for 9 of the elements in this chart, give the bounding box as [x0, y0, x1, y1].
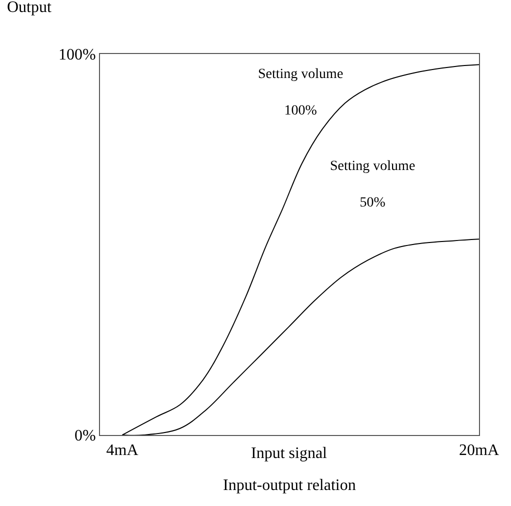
x-tick-label: 4mA — [106, 442, 139, 460]
text: Setting volume 50% — [330, 159, 416, 210]
x-axis-title: Input signal — [251, 445, 328, 462]
text: Setting volume 100% — [258, 67, 344, 118]
x-tick-label: 20mA — [459, 442, 500, 460]
y-axis-title: Output — [7, 0, 52, 16]
text: Input-output relation — [223, 477, 356, 494]
y-tick-label: 100% — [58, 46, 96, 64]
y-tick-label: 0% — [74, 428, 96, 445]
